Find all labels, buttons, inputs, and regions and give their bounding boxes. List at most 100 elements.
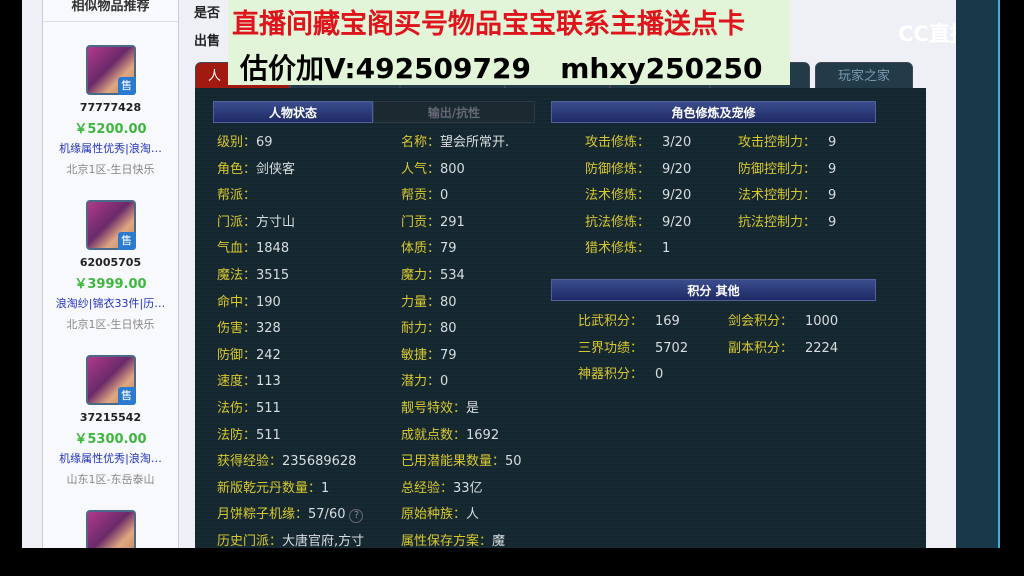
similar-items-sidebar: 相似物品推荐 售 77777428 ￥5200.00 机缘属性优秀|浪淘… 北京…	[42, 0, 179, 548]
cultivation-row: 法术修炼： 9/20	[585, 184, 691, 203]
is-for-sale-label: 是否	[194, 6, 221, 21]
stat-value: 800	[440, 161, 465, 177]
stat-row: 法伤：511	[217, 397, 281, 416]
stat-value: 9	[828, 214, 837, 230]
stat-label: 级别：	[217, 135, 257, 150]
stat-value: 是	[466, 401, 480, 416]
similar-item[interactable]: 售 37215542 ￥5300.00 机缘属性优秀|浪淘… 山东1区-东岳泰山	[43, 355, 178, 487]
help-icon[interactable]: ?	[349, 509, 364, 524]
stat-value: 69	[256, 135, 273, 150]
stat-label: 魔力：	[401, 268, 441, 283]
stat-row: 防御：242	[217, 344, 281, 363]
stat-row: 级别：69	[217, 131, 273, 150]
stat-label: 命中：	[217, 294, 257, 310]
stat-row: 获得经验：235689628	[217, 450, 356, 469]
item-id[interactable]: 37215542	[79, 411, 142, 424]
stat-value: 3515	[256, 268, 290, 283]
tab-label: 人	[208, 69, 222, 84]
stat-value: 0	[440, 374, 449, 390]
subtab-output-resistance[interactable]: 输出/抗性	[373, 101, 535, 123]
stat-label: 副本积分：	[728, 340, 794, 356]
stat-row: 新版乾元丹数量：1	[217, 477, 329, 496]
stat-label: 防御修炼：	[585, 161, 651, 177]
item-tags[interactable]: 机缘属性优秀|浪淘…	[59, 452, 162, 465]
stat-label: 角色：	[217, 161, 257, 177]
stat-value: 511	[256, 401, 281, 416]
stat-row: 法防：511	[217, 424, 281, 443]
stat-value: 1	[662, 241, 671, 257]
character-avatar[interactable]: 售	[85, 355, 136, 405]
stat-row: 力量：80	[401, 291, 457, 310]
control-row: 防御控制力： 9	[738, 158, 836, 177]
stat-value: 33亿	[453, 480, 483, 496]
stat-label: 敏捷：	[401, 347, 441, 363]
stat-value: 9	[828, 161, 837, 177]
stat-value: 242	[256, 347, 281, 363]
stat-row: 门贡：291	[401, 211, 465, 230]
stat-label: 伤害：	[217, 321, 257, 337]
stat-row: 成就点数：1692	[401, 424, 499, 443]
character-avatar[interactable]: 售	[85, 45, 136, 95]
subtab-character-status[interactable]: 人物状态	[213, 101, 373, 123]
stat-label: 潜力：	[401, 374, 441, 390]
points-row: 剑会积分： 1000	[728, 310, 838, 329]
stat-value: 511	[256, 427, 281, 443]
stat-row: 敏捷：79	[401, 344, 457, 363]
stat-value: 113	[256, 374, 281, 390]
stat-row: 月饼粽子机缘：57/60?	[217, 503, 364, 524]
item-tags[interactable]: 浪淘纱|锦衣33件|历…	[55, 297, 166, 310]
stat-label: 获得经验：	[217, 454, 283, 470]
control-row: 抗法控制力： 9	[738, 211, 836, 230]
stat-label: 气血：	[217, 241, 257, 257]
stat-value: 0	[655, 367, 664, 383]
stat-row: 气血：1848	[217, 237, 289, 256]
stat-label: 猎术修炼：	[585, 241, 651, 257]
sidebar-title: 相似物品推荐	[43, 0, 178, 22]
stat-label: 防御：	[217, 347, 257, 363]
stat-label: 耐力：	[401, 321, 441, 337]
stat-row: 伤害：328	[217, 317, 281, 336]
stat-row: 体质：79	[401, 237, 457, 256]
points-row: 比武积分： 169	[578, 310, 680, 329]
stat-value: 1692	[466, 427, 500, 443]
stat-value: 方寸山	[256, 214, 296, 230]
item-server: 山东1区-东岳泰山	[66, 473, 155, 486]
item-server: 北京1区-生日快乐	[66, 163, 155, 176]
stat-label: 抗法修炼：	[585, 214, 651, 230]
stat-value: 235689628	[282, 454, 357, 470]
stat-value: 1848	[256, 241, 290, 257]
stat-value: 人	[466, 507, 480, 523]
item-tags[interactable]: 机缘属性优秀|浪淘…	[59, 142, 162, 155]
stat-label: 法术修炼：	[585, 188, 651, 204]
stat-label: 法伤：	[217, 401, 257, 416]
cultivation-row: 攻击修炼： 3/20	[585, 131, 691, 150]
stream-overlay-banner: 直播间藏宝阁买号物品宝宝联系主播送点卡 估价加V:492509729 mhxy2…	[228, 0, 790, 85]
stat-label: 已用潜能果数量：	[401, 454, 506, 470]
points-row: 三界功绩： 5702	[578, 337, 688, 356]
item-id[interactable]: 77777428	[79, 101, 142, 114]
similar-item[interactable]	[43, 510, 178, 548]
character-avatar[interactable]: 售	[85, 200, 136, 250]
cultivation-header: 角色修炼及宠修	[551, 101, 876, 123]
stat-value: 9/20	[662, 188, 692, 204]
tab-player-home[interactable]: 玩家之家	[815, 62, 913, 89]
stat-label: 魔法：	[217, 268, 257, 283]
stat-label: 成就点数：	[401, 427, 467, 443]
stat-value: 2224	[805, 340, 839, 356]
character-avatar[interactable]	[85, 510, 136, 548]
points-row: 副本积分： 2224	[728, 337, 838, 356]
stat-row: 人气：800	[401, 158, 465, 177]
control-row: 法术控制力： 9	[738, 184, 836, 203]
similar-item[interactable]: 售 62005705 ￥3999.00 浪淘纱|锦衣33件|历… 北京1区-生日…	[43, 200, 178, 332]
stat-value: 80	[440, 321, 457, 337]
stat-label: 攻击控制力：	[738, 135, 817, 150]
stat-value: 291	[440, 214, 465, 230]
item-id[interactable]: 62005705	[79, 256, 142, 269]
similar-item[interactable]: 售 77777428 ￥5200.00 机缘属性优秀|浪淘… 北京1区-生日快乐	[43, 45, 178, 177]
item-price: ￥5300.00	[74, 432, 147, 447]
item-price: ￥3999.00	[74, 277, 147, 292]
stat-row: 帮贡：0	[401, 184, 448, 203]
stat-value: 9	[828, 188, 837, 204]
stat-row: 魔法：3515	[217, 264, 289, 283]
stat-value: 魔	[492, 534, 506, 549]
